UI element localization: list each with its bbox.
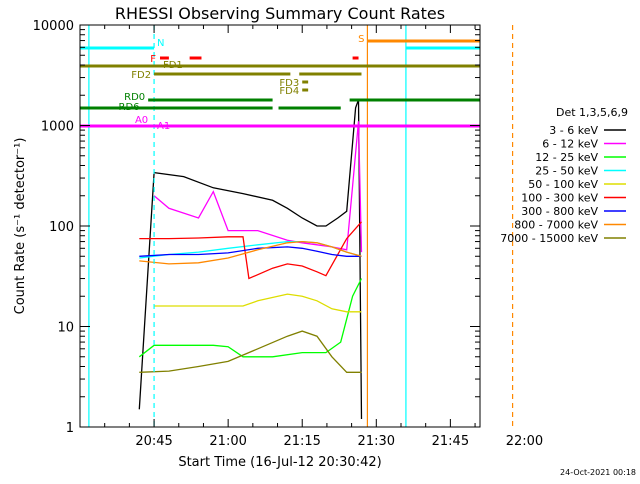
legend-label-3-6-kev: 3 - 6 keV [549,124,598,137]
series-line-50-100-kev [154,293,362,313]
x-tick-label-4: 21:30 [358,434,395,449]
flag-label-a0: A0 [135,115,148,126]
legend-label-6-12-kev: 6 - 12 keV [542,138,598,151]
x-tick-label-5: 21:45 [432,434,469,449]
vertical-markers [88,25,514,427]
y-tick-label-5: 10000 [33,19,74,34]
x-axis-ticks: 20:45 21:00 21:15 21:30 21:45 22:00 [79,25,543,449]
flag-label-f: F [150,54,156,65]
legend-label-100-300-kev: 100 - 300 keV [521,192,598,205]
legend-title: Det 1,3,5,6,9 [556,106,628,119]
flag-label-rd6: RD6 [119,102,140,113]
y-tick-label-1: 1 [66,421,74,436]
chart-title: RHESSI Observing Summary Count Rates [115,4,445,23]
flag-label-fd1: FD1 [163,60,183,71]
legend-label-50-100-kev: 50 - 100 keV [528,178,598,191]
series-line-12-25-kev [138,278,363,358]
flag-label-fd3: FD3 [279,78,299,89]
series-line-300-800-kev [139,246,362,257]
y-axis-label: Count Rate (s⁻¹ detector⁻¹) [13,138,28,315]
x-tick-label-3: 21:15 [283,434,320,449]
legend-label-25-50-kev: 25 - 50 keV [535,165,598,178]
flag-label-s: S [358,34,364,45]
x-tick-label-1: 20:45 [135,434,172,449]
flag-label-a1: A1 [157,121,170,132]
flag-label-fd2: FD2 [131,70,151,81]
x-tick-label-2: 21:00 [209,434,246,449]
y-tick-label-2: 10 [57,321,74,336]
timestamp: 24-Oct-2021 00:18 [560,468,636,477]
x-tick-label-6: 22:00 [506,434,543,449]
flag-label-fd4: FD4 [279,86,299,97]
flag-label-n: N [157,38,164,49]
series-line-800-7000-kev [139,240,362,265]
y-axis-ticks: 1 10 100 1000 10000 [33,19,480,436]
series-line-7000-15000-kev [139,330,362,373]
y-tick-label-3: 100 [49,220,74,235]
legend-label-300-800-kev: 300 - 800 keV [521,205,598,218]
legend-label-12-25-kev: 12 - 25 keV [535,151,598,164]
y-tick-label-4: 1000 [41,120,74,135]
legend-label-7000-15000-kev: 7000 - 15000 keV [500,232,598,245]
series-line-100-300-kev [139,221,362,280]
flag-label-rd0: RD0 [124,92,145,103]
legend-label-800-7000-kev: 800 - 7000 keV [514,219,598,232]
series-line-3-6-kev [138,99,363,420]
x-axis-label: Start Time (16-Jul-12 20:30:42) [178,455,381,470]
series-layer [138,99,363,420]
series-line-6-12-kev [153,121,363,253]
